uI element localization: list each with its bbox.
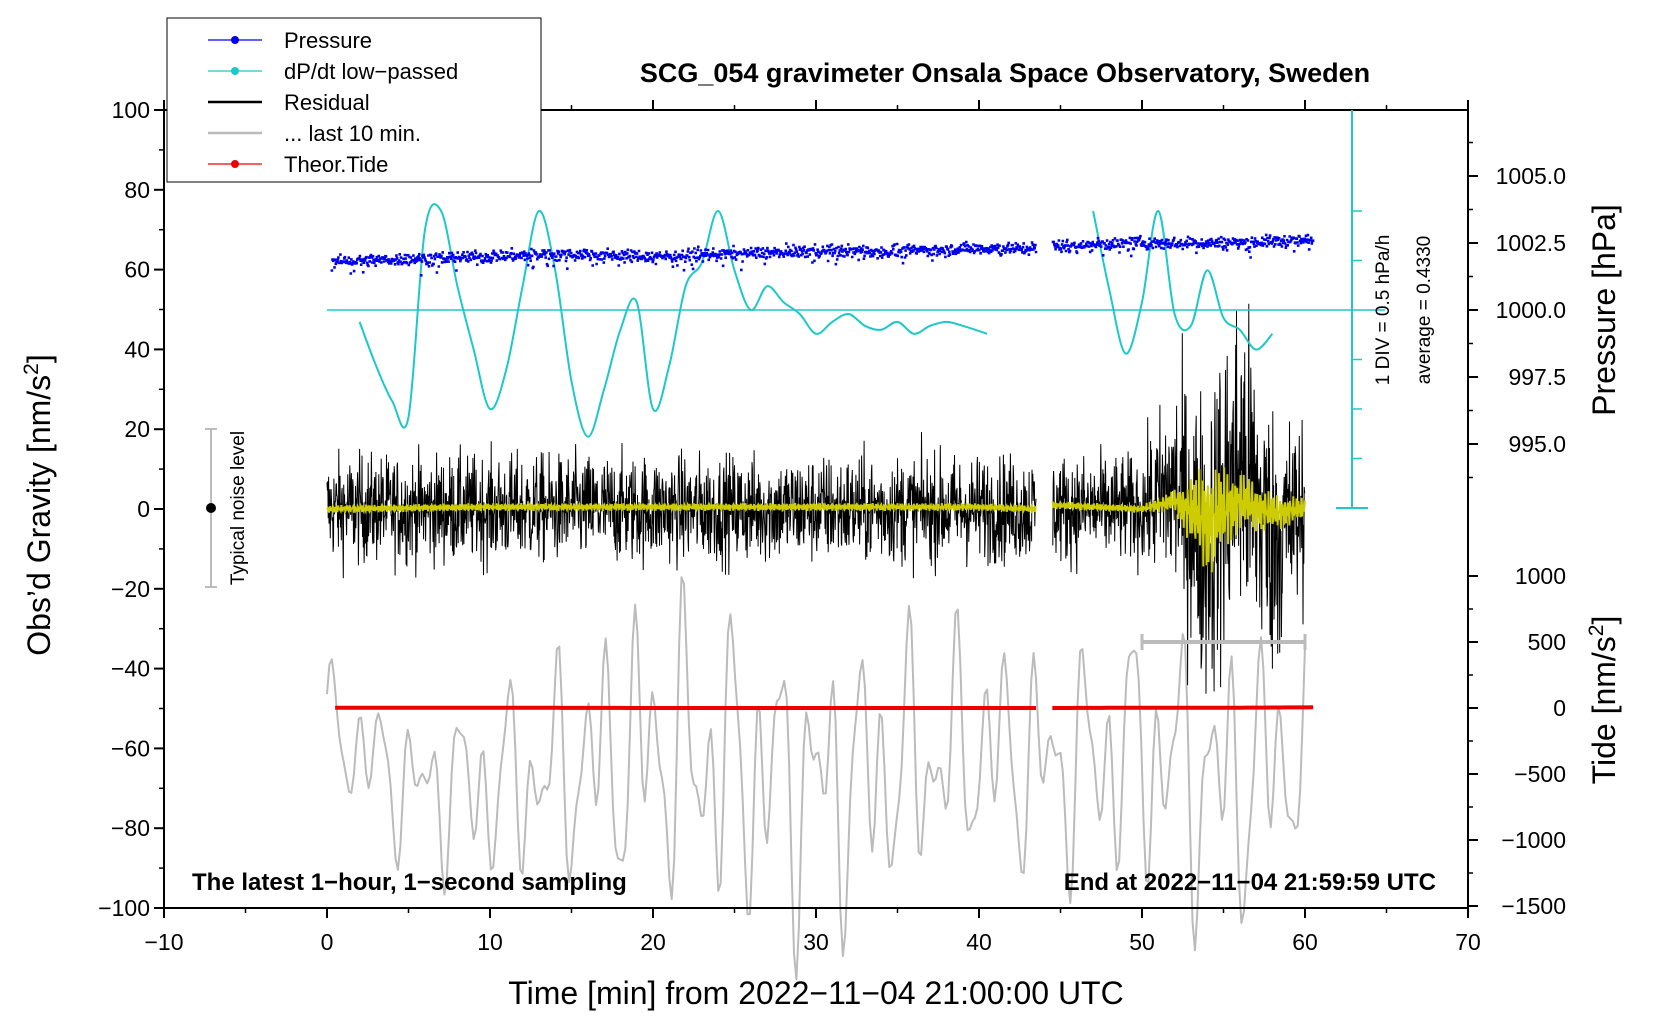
dpdt-line-segment: [1092, 209, 1274, 355]
y-axis-label-gravity-end: ]: [21, 354, 57, 363]
pressure-series: [330, 233, 1315, 277]
legend-box: [166, 17, 542, 183]
tide-tick-label: 0: [1553, 695, 1566, 721]
tide-tick-label: −500: [1514, 761, 1566, 787]
y-axis-tide: 1000 500 0 −500 −1000 −1500: [1468, 563, 1566, 919]
noise-level-indicator: Typical noise level: [205, 428, 249, 588]
y-axis-label-tide: Tide [nm/s2]: [1585, 616, 1622, 785]
annotation-end-time: End at 2022−11−04 21:59:59 UTC: [1064, 869, 1436, 896]
dpdt-average-label: average = 0.4330: [1414, 236, 1435, 384]
pressure-tick-label: 1005.0: [1496, 163, 1566, 189]
noise-label: Typical noise level: [228, 431, 249, 585]
x-tick-label: 10: [477, 929, 503, 955]
x-axis: −10 0 10 20 30 40 50 60 70: [144, 100, 1481, 955]
pressure-tick-label: 1002.5: [1496, 230, 1566, 256]
x-tick-label: 30: [803, 929, 829, 955]
y-axis-label-tide-end: ]: [1586, 616, 1622, 625]
y-tick-label: 20: [124, 416, 150, 442]
x-tick-label: 0: [321, 929, 334, 955]
chart-title: SCG_054 gravimeter Onsala Space Observat…: [640, 58, 1370, 88]
dpdt-scale: 1 DIV = 0.5 hPa/h average = 0.4330: [1336, 110, 1435, 509]
pressure-tick-label: 1000.0: [1496, 297, 1566, 323]
last-10-min-series: [326, 576, 1306, 981]
tide-tick-label: 1000: [1515, 563, 1566, 589]
legend-marker: [231, 160, 239, 168]
y-tick-label: −80: [111, 815, 150, 841]
legend-marker: [231, 36, 239, 44]
legend-label: Theor.Tide: [284, 152, 388, 177]
legend: Pressure dP/dt low−passed Residual ... last…: [166, 17, 542, 183]
y-tick-label: 100: [112, 97, 150, 123]
pressure-tick-label: 995.0: [1508, 431, 1566, 457]
y-tick-label: −20: [111, 576, 150, 602]
y-axis-label-tide-text: Tide [nm/s: [1586, 636, 1622, 784]
x-axis-label: Time [min] from 2022−11−04 21:00:00 UTC: [508, 975, 1123, 1011]
y-axis-gravity: 100 80 60 40 20 0 −20 −40 −60 −80 −100: [98, 97, 164, 921]
legend-label: Residual: [284, 90, 370, 115]
y-axis-label-pressure: Pressure [hPa]: [1586, 204, 1622, 416]
x-tick-label: 40: [966, 929, 992, 955]
y-tick-label: 80: [124, 177, 150, 203]
dpdt-series: [327, 203, 1385, 438]
y-tick-label: −60: [111, 735, 150, 761]
legend-label: Pressure: [284, 28, 372, 53]
y-tick-label: 0: [137, 496, 150, 522]
low-passed-residual-series: [326, 467, 1306, 573]
x-tick-label: 50: [1129, 929, 1155, 955]
legend-label: dP/dt low−passed: [284, 59, 458, 84]
dpdt-div-label: 1 DIV = 0.5 hPa/h: [1373, 235, 1394, 386]
dpdt-line-segment: [358, 203, 988, 438]
y-axis-label-tide-sup: 2: [1585, 625, 1608, 637]
pressure-points: [330, 233, 1315, 277]
tide-tick-label: −1000: [1501, 827, 1566, 853]
low-passed-residual-line: [326, 467, 1306, 573]
legend-label: ... last 10 min.: [284, 121, 421, 146]
y-axis-label-gravity-text: Obs’d Gravity [nm/s: [21, 375, 57, 656]
x-tick-label: 20: [640, 929, 666, 955]
tide-tick-label: −1500: [1501, 893, 1566, 919]
y-axis-pressure: 1005.0 1002.5 1000.0 997.5 995.0: [1468, 141, 1566, 479]
y-axis-label-gravity-sup: 2: [20, 363, 43, 375]
y-tick-label: 40: [124, 336, 150, 362]
y-axis-label-gravity: Obs’d Gravity [nm/s2]: [20, 354, 57, 656]
noise-dot: [206, 503, 216, 513]
last-10-min-line: [326, 576, 1306, 981]
legend-marker: [231, 67, 239, 75]
pressure-tick-label: 997.5: [1508, 364, 1566, 390]
x-tick-label: −10: [144, 929, 183, 955]
theoretical-tide-series: [335, 705, 1314, 710]
y-tick-label: −100: [98, 895, 150, 921]
annotation-sampling: The latest 1−hour, 1−second sampling: [192, 869, 627, 896]
x-tick-label: 60: [1292, 929, 1318, 955]
x-tick-label: 70: [1455, 929, 1481, 955]
y-tick-label: 60: [124, 257, 150, 283]
tide-tick-label: 500: [1528, 629, 1566, 655]
y-tick-label: −40: [111, 656, 150, 682]
theoretical-tide-line: [335, 705, 1314, 710]
chart-overlays: [1140, 634, 1307, 650]
